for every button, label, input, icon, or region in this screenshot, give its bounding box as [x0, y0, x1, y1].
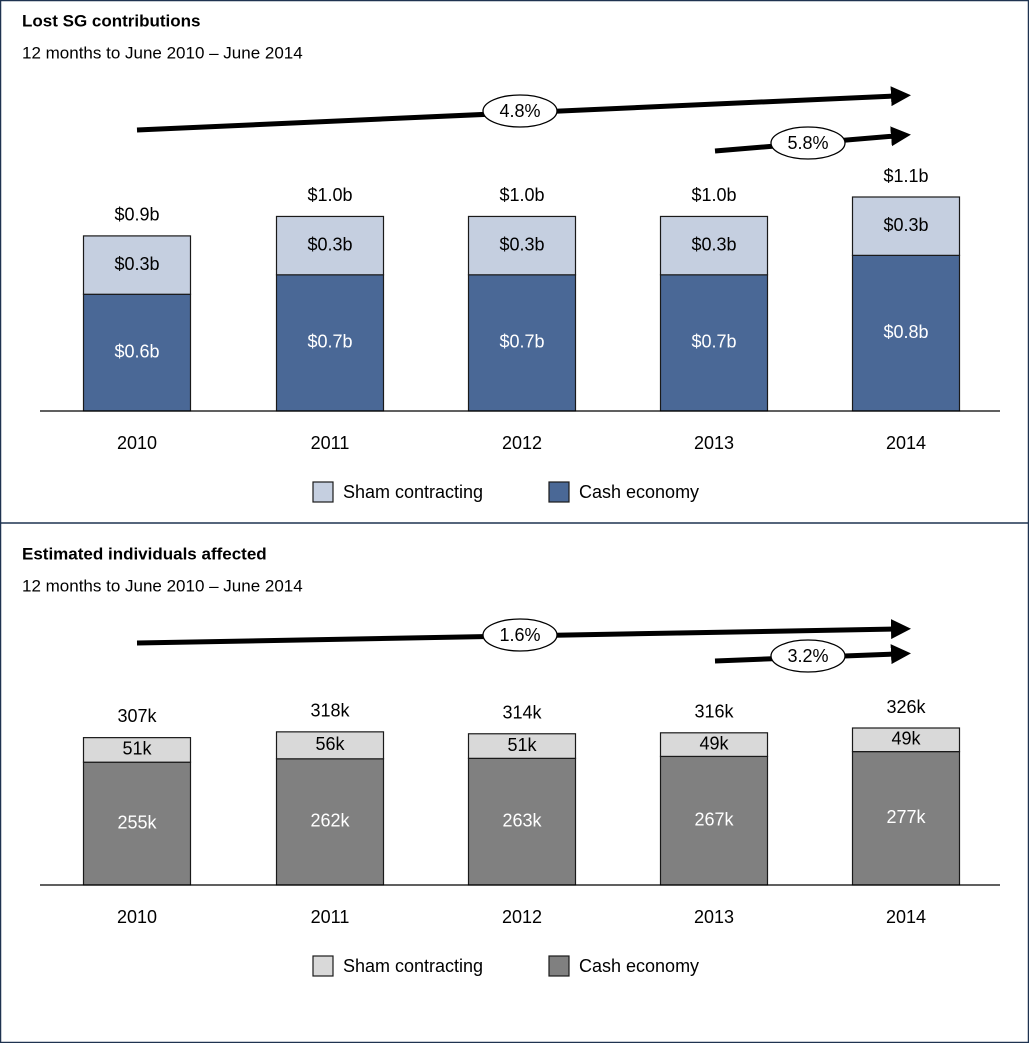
legend-label: Sham contracting [343, 482, 483, 502]
chart-title: Estimated individuals affected [22, 544, 267, 563]
total-label: $0.9b [114, 205, 159, 225]
value-label: $0.7b [691, 332, 736, 352]
total-label: 314k [502, 703, 542, 723]
total-label: $1.0b [499, 185, 544, 205]
bar-segment [467, 733, 577, 759]
value-label: 51k [122, 739, 152, 759]
value-label: 255k [117, 812, 157, 832]
legend-swatch [312, 955, 334, 977]
legend-label: Cash economy [579, 956, 699, 976]
x-tick-label: 2013 [694, 907, 734, 927]
growth-label: 3.2% [787, 646, 828, 666]
value-label: 51k [507, 735, 537, 755]
x-tick-label: 2012 [502, 907, 542, 927]
x-tick-label: 2010 [117, 433, 157, 453]
growth-bubble [482, 94, 558, 128]
x-tick-label: 2013 [694, 433, 734, 453]
x-tick-label: 2014 [886, 907, 926, 927]
bar-segment [659, 732, 769, 758]
value-label: $0.3b [883, 215, 928, 235]
value-label: $0.3b [691, 234, 736, 254]
value-label: 277k [886, 807, 926, 827]
total-label: $1.1b [883, 166, 928, 186]
bar-segment [851, 750, 961, 886]
bar-segment [82, 737, 192, 763]
bar-segment [467, 215, 577, 276]
growth-label: 1.6% [499, 625, 540, 645]
growth-label: 4.8% [499, 101, 540, 121]
total-label: 318k [310, 701, 350, 721]
bar-segment [82, 761, 192, 886]
growth-bubble [770, 126, 846, 160]
x-tick-label: 2014 [886, 433, 926, 453]
legend-label: Sham contracting [343, 956, 483, 976]
bar-segment [851, 254, 961, 412]
total-label: 316k [694, 702, 734, 722]
x-tick-label: 2010 [117, 907, 157, 927]
legend-swatch [312, 481, 334, 503]
bar-segment [467, 274, 577, 412]
x-tick-label: 2012 [502, 433, 542, 453]
chart-title: Lost SG contributions [22, 11, 201, 30]
value-label: $0.8b [883, 322, 928, 342]
value-label: $0.7b [307, 332, 352, 352]
legend-swatch [548, 955, 570, 977]
total-label: $1.0b [691, 185, 736, 205]
total-label: $1.0b [307, 185, 352, 205]
bar-segment [851, 727, 961, 753]
value-label: 262k [310, 811, 350, 831]
bar-segment [659, 274, 769, 412]
value-label: $0.3b [114, 254, 159, 274]
x-tick-label: 2011 [311, 907, 350, 927]
chart-subtitle: 12 months to June 2010 – June 2014 [22, 576, 303, 595]
bar-segment [851, 196, 961, 256]
growth-bubble [770, 639, 846, 673]
value-label: $0.6b [114, 341, 159, 361]
bar-segment [659, 215, 769, 276]
value-label: $0.7b [499, 332, 544, 352]
total-label: 307k [117, 706, 157, 726]
value-label: $0.3b [499, 234, 544, 254]
value-label: $0.3b [307, 234, 352, 254]
chart-subtitle: 12 months to June 2010 – June 2014 [22, 43, 303, 62]
legend-label: Cash economy [579, 482, 699, 502]
value-label: 49k [699, 733, 729, 753]
bar-segment [275, 215, 385, 276]
bar-segment [275, 758, 385, 886]
value-label: 263k [502, 810, 542, 830]
value-label: 267k [694, 809, 734, 829]
growth-label: 5.8% [787, 133, 828, 153]
bar-segment [82, 235, 192, 295]
legend-swatch [548, 481, 570, 503]
x-tick-label: 2011 [311, 433, 350, 453]
bar-segment [275, 731, 385, 760]
value-label: 56k [315, 734, 345, 754]
total-label: 326k [886, 697, 926, 717]
value-label: 49k [891, 729, 921, 749]
growth-bubble [482, 618, 558, 652]
